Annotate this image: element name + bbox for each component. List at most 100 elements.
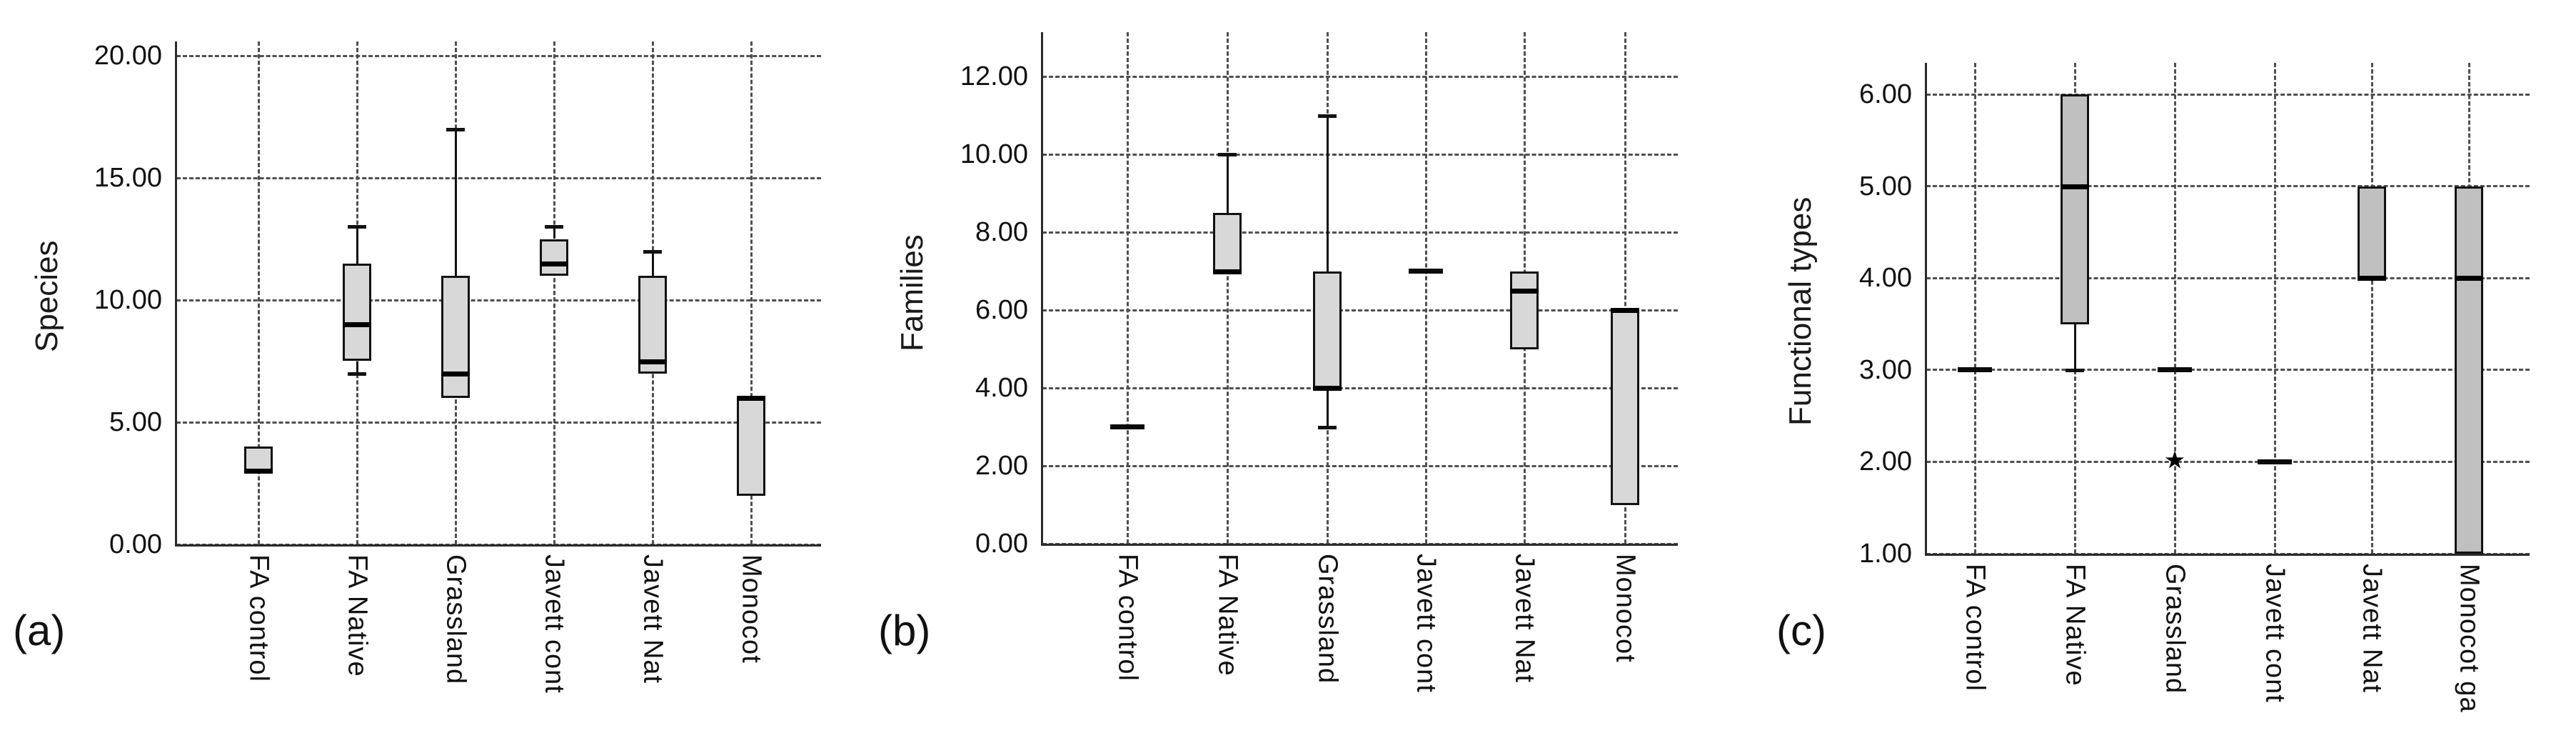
box [2358,186,2386,279]
h-gridline [1042,387,1678,389]
x-category-label: Grassland [384,554,527,684]
x-category-label-text: Javett cont [1411,554,1442,693]
y-tick-label: 5.00 [1859,171,1912,201]
lower-whisker [1326,388,1329,427]
x-axis-line [175,544,821,547]
h-gridline [1926,276,2530,279]
upper-whisker [356,226,358,264]
h-gridline [1926,185,2530,188]
y-tick-label: 2.00 [975,451,1028,481]
h-gridline [176,421,821,424]
v-gridline [750,41,753,544]
x-category-label-text: FA control [1112,554,1143,682]
box [638,275,667,374]
median-line [1958,367,1992,373]
y-tick-label: 15.00 [94,163,162,193]
v-gridline [1624,32,1626,544]
box [2061,94,2089,324]
upper-whisker [553,226,555,239]
box [1510,271,1539,349]
v-gridline [1973,63,1976,554]
y-tick-label: 0.00 [109,529,162,559]
v-gridline [2273,63,2276,554]
x-category-label: Monocot [680,554,822,664]
median-line [244,469,273,474]
upper-whisker-cap [545,225,563,229]
x-category-label: Javett cont [483,554,625,694]
lower-whisker-cap [2066,368,2084,372]
box [1611,310,1639,505]
lower-whisker [2073,324,2076,370]
upper-whisker-cap [348,225,366,229]
x-axis-line [1925,554,2530,556]
x-category-label: Grassland [2103,564,2246,694]
x-category-label-text: Javett Nat [2357,564,2388,694]
y-tick-label: 0.00 [975,529,1028,559]
median-line [1213,269,1242,274]
v-gridline [1126,32,1129,544]
median-line [540,261,568,266]
median-line [2358,276,2386,281]
y-tick-label: 2.00 [1859,447,1912,477]
x-category-label-text: Javett cont [2260,564,2290,703]
h-gridline [1042,153,1678,156]
x-category-label: Javett Nat [581,554,724,684]
y-tick-label: 10.00 [960,139,1028,169]
y-tick-label: 4.00 [975,373,1028,403]
x-category-label: FA Native [1156,554,1299,677]
y-tick-label: 4.00 [1859,263,1912,294]
lower-whisker-cap [1318,425,1337,429]
x-category-label: Javett Nat [2300,564,2443,693]
h-gridline [1042,464,1678,467]
box [540,239,568,276]
upper-whisker-cap [643,249,662,254]
upper-whisker [454,129,457,276]
x-category-label-text: Grassland [2160,564,2190,694]
lower-whisker-cap [348,372,366,376]
v-gridline [2370,63,2373,554]
x-category-label: Javett Nat [1453,554,1596,683]
h-gridline [176,299,821,301]
h-gridline [176,176,821,179]
x-category-label: FA control [1056,554,1199,682]
box [441,275,470,398]
y-tick-label: 6.00 [975,295,1028,325]
x-category-label: Monocot ga [2398,564,2540,713]
median-line [1313,386,1342,391]
y-tick-label: 3.00 [1859,354,1912,385]
upper-whisker [651,251,654,276]
y-axis-label-functional-types: Functional types [1783,196,1818,427]
panel-label-c: (c) [1776,607,1826,654]
x-category-label-text: FA control [243,554,274,682]
lower-whisker [356,361,358,374]
x-category-label-text: FA Native [1212,554,1243,677]
x-category-label: FA control [1903,564,2046,692]
median-line [1611,308,1639,313]
v-gridline [257,41,260,544]
upper-whisker-cap [1218,153,1237,156]
x-category-label-text: Monocot [1610,554,1641,663]
x-category-label-text: FA control [1960,564,1991,692]
y-tick-label: 12.00 [960,61,1028,91]
box [2455,186,2483,554]
x-axis-line [1041,544,1678,546]
box [343,263,371,361]
median-line [2258,459,2292,464]
h-gridline [1926,460,2530,463]
median-line [2158,367,2192,373]
x-category-label: Javett cont [1354,554,1497,693]
box [244,447,273,472]
x-category-label-text: Javett Nat [1509,554,1540,684]
y-tick-label: 20.00 [94,41,162,71]
x-category-label: FA control [187,554,330,682]
y-axis-line [1925,63,1927,556]
median-line [441,371,470,377]
x-category-label-text: Monocot [736,554,767,664]
y-tick-label: 5.00 [109,407,162,437]
y-tick-label: 1.00 [1859,539,1912,569]
x-category-label: FA Native [286,554,428,677]
box [1313,271,1342,388]
v-gridline [1424,32,1427,544]
median-line [638,359,667,364]
